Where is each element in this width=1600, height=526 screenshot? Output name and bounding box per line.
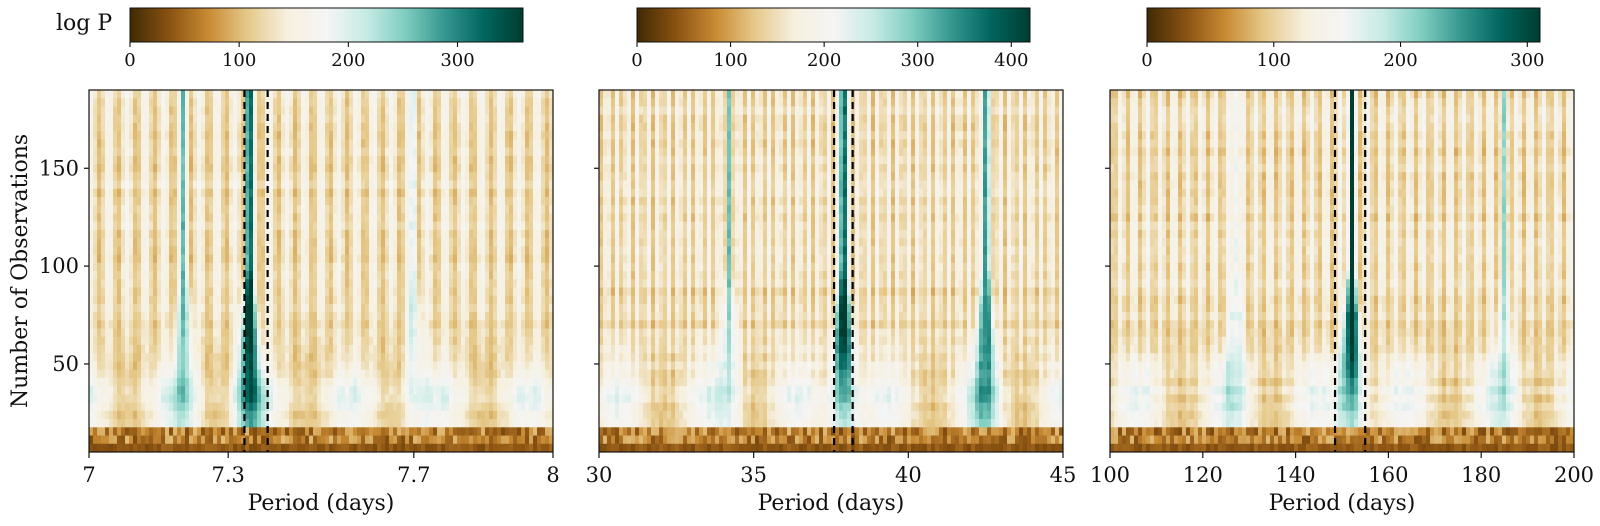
colorbar-tick-label: 400 <box>994 50 1028 71</box>
colorbar-1-gradient <box>129 7 524 43</box>
colorbar-2-gradient <box>636 7 1031 43</box>
colorbar-1: 0 100 200 300 <box>124 7 524 71</box>
plot-frame-3 <box>1109 89 1575 453</box>
colorbar-tick-label: 200 <box>1383 50 1417 71</box>
y-tick-label: 50 <box>52 352 79 376</box>
colorbar-tick-label: 100 <box>1257 50 1291 71</box>
colorbar-label: log P <box>56 11 112 36</box>
colorbar-2: 0 100 200 300 400 <box>631 7 1031 71</box>
panel-1: 0 100 200 300 7 7.3 7.7 8 50 100 150 Period (day… <box>8 7 560 516</box>
colorbar-tick-label: 0 <box>1141 50 1152 71</box>
plot-frame-1 <box>88 89 554 453</box>
y-ticks-3 <box>1105 167 1110 365</box>
colorbar-3-ticks: 0 100 200 300 <box>1141 42 1545 71</box>
x-tick-label: 100 <box>1090 463 1130 487</box>
x-tick-label: 7.7 <box>397 463 430 487</box>
x-axis-label-3: Period (days) <box>1269 491 1416 516</box>
x-tick-label: 35 <box>740 463 767 487</box>
colorbar-tick-label: 100 <box>713 50 747 71</box>
x-tick-label: 120 <box>1183 463 1223 487</box>
heatmap-3 <box>1110 90 1574 452</box>
x-tick-label: 8 <box>546 463 559 487</box>
panel-2: 0 100 200 300 400 30 35 40 45 Period (days) <box>586 7 1077 516</box>
colorbar-tick-label: 100 <box>222 50 256 71</box>
colorbar-tick-label: 200 <box>331 50 365 71</box>
x-axis-label-1: Period (days) <box>248 491 395 516</box>
x-axis-label-2: Period (days) <box>758 491 905 516</box>
y-ticks-2 <box>594 167 599 365</box>
colorbar-2-ticks: 0 100 200 300 400 <box>631 42 1028 71</box>
x-ticks-1: 7 7.3 7.7 8 <box>82 452 560 487</box>
markers-1 <box>243 90 269 452</box>
x-tick-label: 40 <box>895 463 922 487</box>
x-ticks-2: 30 35 40 45 <box>586 452 1077 487</box>
heatmap-1 <box>89 90 553 452</box>
colorbar-3: 0 100 200 300 <box>1141 7 1545 71</box>
heatmap-2 <box>599 90 1063 452</box>
colorbar-tick-label: 300 <box>1510 50 1544 71</box>
colorbar-tick-label: 0 <box>124 50 135 71</box>
colorbar-tick-label: 300 <box>440 50 474 71</box>
y-tick-label: 150 <box>39 156 79 180</box>
x-tick-label: 200 <box>1554 463 1594 487</box>
panel-3: 0 100 200 300 100 120 140 160 180 200 Period (da… <box>1090 7 1594 516</box>
y-ticks-1: 50 100 150 <box>39 156 89 376</box>
x-tick-label: 160 <box>1368 463 1408 487</box>
colorbar-tick-label: 0 <box>631 50 642 71</box>
plot-frame-2 <box>598 89 1064 453</box>
x-tick-label: 180 <box>1461 463 1501 487</box>
x-ticks-3: 100 120 140 160 180 200 <box>1090 452 1594 487</box>
x-tick-label: 140 <box>1276 463 1316 487</box>
x-tick-label: 45 <box>1050 463 1077 487</box>
y-tick-label: 100 <box>39 254 79 278</box>
y-axis-label-1: Number of Observations <box>8 134 33 408</box>
x-tick-label: 7.3 <box>211 463 244 487</box>
markers-3 <box>1333 90 1367 452</box>
markers-2 <box>832 90 854 452</box>
colorbar-tick-label: 300 <box>901 50 935 71</box>
x-tick-label: 7 <box>82 463 95 487</box>
colorbar-tick-label: 200 <box>807 50 841 71</box>
x-tick-label: 30 <box>586 463 613 487</box>
colorbar-1-ticks: 0 100 200 300 <box>124 42 475 71</box>
colorbar-3-gradient <box>1146 7 1541 43</box>
